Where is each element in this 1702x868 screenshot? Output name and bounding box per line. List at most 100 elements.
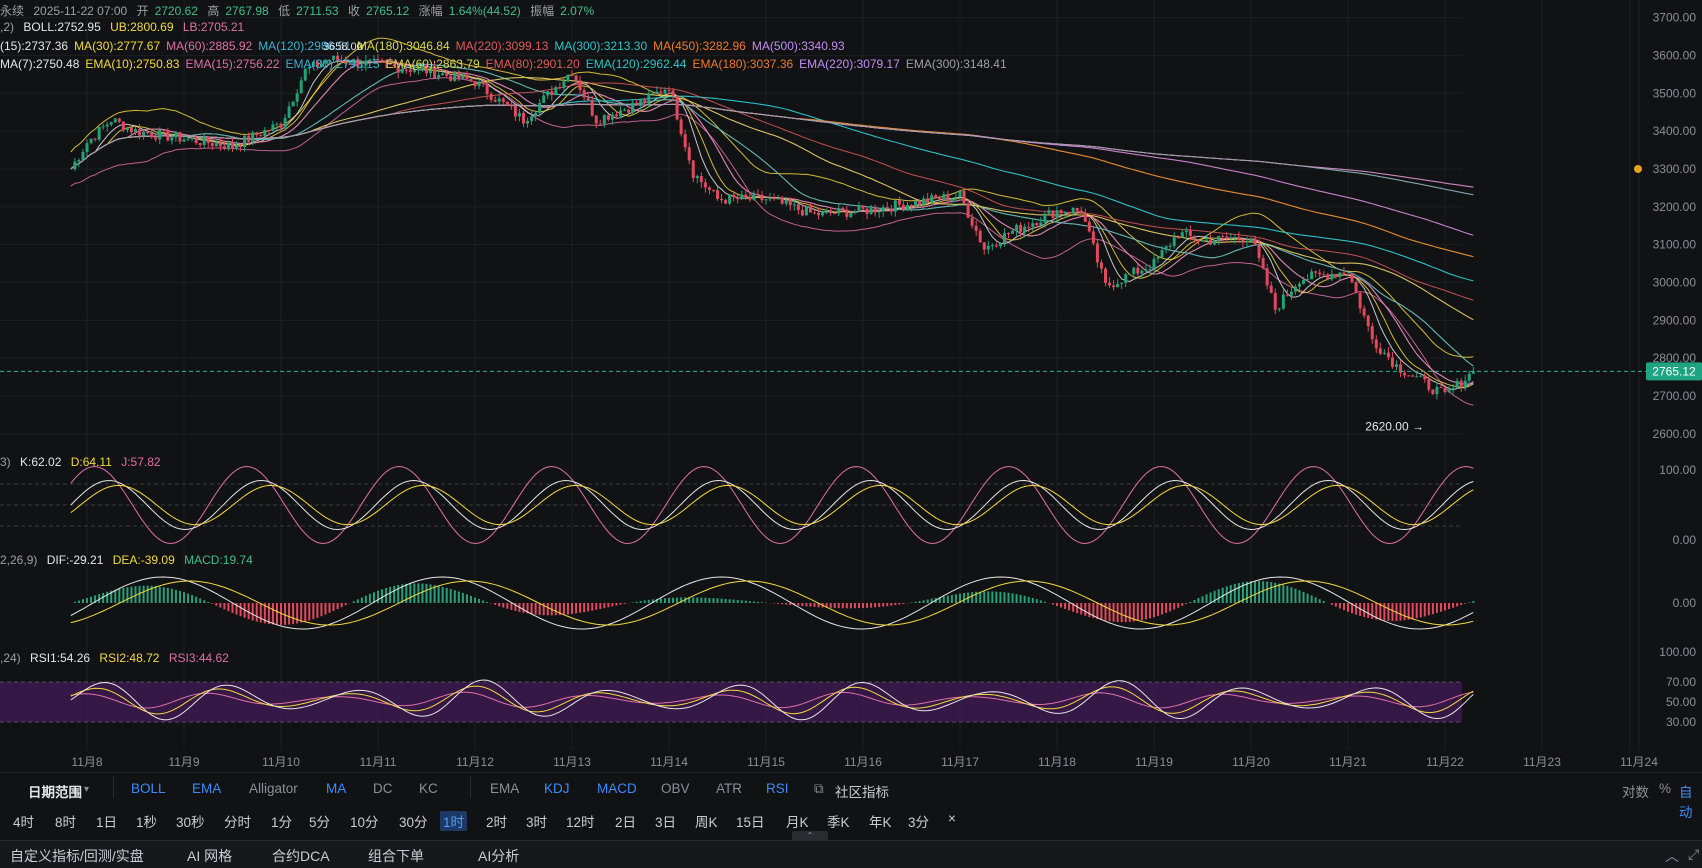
macd-histogram-bar: [413, 583, 415, 603]
timeframe-5[interactable]: 分时: [221, 811, 254, 831]
timeframe-17[interactable]: 15日: [733, 811, 768, 831]
candle-body: [474, 81, 477, 86]
candle-body: [146, 132, 149, 133]
candle-body: [259, 135, 262, 136]
candle-body: [668, 90, 671, 91]
ma-legend-item: MA(30):2777.67: [74, 39, 160, 53]
expand-icon[interactable]: ⤢: [1688, 846, 1699, 863]
macd-histogram-bar: [147, 586, 149, 603]
candle-body: [942, 194, 945, 200]
candle-body: [934, 195, 937, 198]
candle-body: [275, 124, 278, 125]
macd-histogram-bar: [1460, 603, 1462, 605]
timeframe-19[interactable]: 季K: [824, 811, 853, 831]
candle-body: [1347, 274, 1350, 275]
macd-histogram-bar: [757, 602, 759, 603]
macd-histogram-bar: [1282, 585, 1284, 603]
community-indicators-button[interactable]: 社区指标: [835, 781, 889, 801]
candle-body: [1088, 222, 1091, 232]
candle-body: [696, 176, 699, 178]
candle-body: [575, 76, 578, 81]
tab-ai-analysis[interactable]: AI分析: [478, 846, 519, 866]
sub-indicator-macd[interactable]: MACD: [597, 781, 637, 796]
sub-indicator-kdj[interactable]: KDJ: [544, 781, 570, 796]
price-tick-label: 3600.00: [1653, 48, 1697, 62]
candle-body: [1286, 294, 1289, 295]
ma-legend-item: MA(500):3340.93: [752, 39, 845, 53]
macd-histogram-bar: [320, 603, 322, 616]
timeframe-1[interactable]: 8时: [52, 811, 79, 831]
timeframe-2[interactable]: 1日: [93, 811, 120, 831]
candle-body: [518, 113, 521, 117]
timeframe-20[interactable]: 年K: [866, 811, 895, 831]
macd-histogram-bar: [999, 592, 1001, 603]
log-scale-toggle[interactable]: 对数: [1622, 781, 1649, 801]
close-value: 2765.12: [366, 4, 409, 18]
candle-body: [1395, 364, 1398, 367]
timeframe-14[interactable]: 2日: [612, 811, 639, 831]
macd-histogram-bar: [1404, 603, 1406, 620]
close-icon[interactable]: ×: [945, 811, 959, 826]
timeframe-18[interactable]: 月K: [783, 811, 812, 831]
chevron-down-icon[interactable]: ▾: [84, 784, 89, 795]
sub-indicator-rsi[interactable]: RSI: [766, 781, 789, 796]
candle-body: [1359, 293, 1362, 308]
x-tick-label: 11月16: [844, 755, 882, 769]
macd-histogram-bar: [1206, 594, 1208, 603]
indicator-boll[interactable]: BOLL: [131, 781, 166, 796]
indicator-ema[interactable]: EMA: [192, 781, 221, 796]
candle-body: [1464, 381, 1467, 388]
candle-body: [765, 199, 768, 200]
timeframe-8[interactable]: 10分: [347, 811, 382, 831]
candle-body: [853, 212, 856, 213]
timeframe-3[interactable]: 1秒: [133, 811, 160, 831]
candle-body: [187, 139, 190, 140]
timeframe-13[interactable]: 12时: [563, 811, 598, 831]
candle-body: [1282, 294, 1285, 308]
candle-body: [126, 127, 129, 130]
indicator-dc[interactable]: DC: [373, 781, 393, 796]
timeframe-21[interactable]: 3分: [905, 811, 932, 831]
macd-histogram-bar: [304, 603, 306, 622]
candle-body: [979, 231, 982, 242]
candle-body: [1387, 353, 1390, 358]
timeframe-4[interactable]: 30秒: [173, 811, 208, 831]
indicator-alligator[interactable]: Alligator: [249, 781, 298, 796]
tab-ai-grid[interactable]: AI 网格: [187, 846, 232, 866]
timeframe-11[interactable]: 2时: [483, 811, 510, 831]
candle-body: [975, 226, 978, 231]
macd-histogram-bar: [717, 598, 719, 603]
timeframe-6[interactable]: 1分: [268, 811, 295, 831]
timeframe-0[interactable]: 4时: [10, 811, 37, 831]
macd-histogram-bar: [644, 600, 646, 603]
timeframe-15[interactable]: 3日: [652, 811, 679, 831]
collapse-handle[interactable]: ⌃: [792, 831, 828, 840]
timeframe-10[interactable]: 1时: [440, 811, 467, 831]
timeframe-12[interactable]: 3时: [523, 811, 550, 831]
candle-body: [623, 110, 626, 111]
timeframe-16[interactable]: 周K: [692, 811, 721, 831]
indicator-ma[interactable]: MA: [326, 781, 346, 796]
tab-contract-dca[interactable]: 合约DCA: [272, 846, 330, 866]
tab-custom-indicators[interactable]: 自定义指标/回测/实盘: [10, 846, 144, 866]
chevron-up-icon[interactable]: ︿: [1665, 846, 1679, 866]
candle-body: [207, 136, 210, 143]
sub-indicator-atr[interactable]: ATR: [716, 781, 742, 796]
sub-indicator-ema[interactable]: EMA: [490, 781, 519, 796]
candle-body: [86, 143, 89, 152]
candle-body: [1375, 339, 1378, 348]
candle-body: [926, 198, 929, 202]
tab-combo-order[interactable]: 组合下单: [368, 846, 424, 866]
percent-scale-toggle[interactable]: %: [1659, 781, 1671, 796]
timeframe-7[interactable]: 5分: [306, 811, 333, 831]
candle-body: [571, 75, 574, 76]
sub-indicator-obv[interactable]: OBV: [661, 781, 690, 796]
macd-histogram-bar: [951, 595, 953, 603]
timeframe-9[interactable]: 30分: [396, 811, 431, 831]
macd-histogram-bar: [902, 603, 904, 604]
date-range-button[interactable]: 日期范围: [28, 781, 82, 801]
candle-body: [1290, 292, 1293, 296]
candle-body: [720, 199, 723, 200]
indicator-kc[interactable]: KC: [419, 781, 438, 796]
